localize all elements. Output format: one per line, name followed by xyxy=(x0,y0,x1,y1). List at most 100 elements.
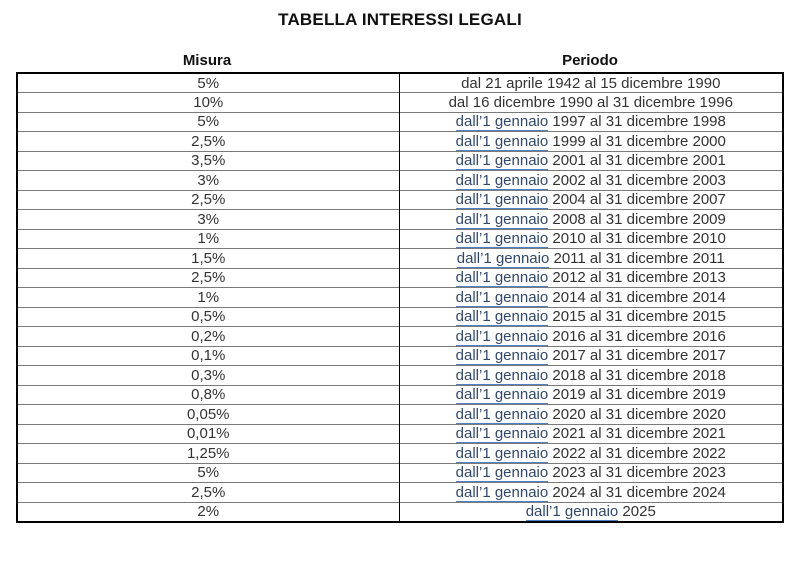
periodo-cell: dall’1 gennaio 2012 al 31 dicembre 2013 xyxy=(398,267,783,288)
periodo-link[interactable]: dall’1 gennaio xyxy=(455,191,549,210)
misura-cell: 3% xyxy=(17,170,399,190)
table-row: 5% dall’1 gennaio 2023 al 31 dicembre 20… xyxy=(17,462,783,483)
table-row: 0,3% dall’1 gennaio 2018 al 31 dicembre … xyxy=(17,365,783,385)
periodo-cell: dall’1 gennaio 2019 al 31 dicembre 2019 xyxy=(398,384,783,405)
misura-cell: 1% xyxy=(17,287,399,307)
periodo-text: 2022 al 31 dicembre 2022 xyxy=(548,444,726,462)
periodo-text: 2004 al 31 dicembre 2007 xyxy=(548,191,726,209)
periodo-link[interactable]: dall’1 gennaio xyxy=(455,405,549,424)
periodo-text: dal 21 aprile 1942 al 15 dicembre 1990 xyxy=(461,74,721,92)
periodo-text: 2021 al 31 dicembre 2021 xyxy=(548,425,726,443)
periodo-text: 1999 al 31 dicembre 2000 xyxy=(548,132,726,150)
misura-cell: 3,5% xyxy=(17,150,399,171)
periodo-link[interactable]: dall’1 gennaio xyxy=(455,464,549,483)
periodo-cell: dall’1 gennaio 2025 xyxy=(398,501,783,522)
table-row: 1% dall’1 gennaio 2010 al 31 dicembre 20… xyxy=(17,228,783,249)
periodo-link[interactable]: dall’1 gennaio xyxy=(455,171,549,190)
misura-cell: 0,3% xyxy=(17,365,399,385)
table-row: 2,5% dall’1 gennaio 1999 al 31 dicembre … xyxy=(17,131,783,151)
table-body: 5% dal 21 aprile 1942 al 15 dicembre 199… xyxy=(17,73,783,522)
table-row: 0,1% dall’1 gennaio 2017 al 31 dicembre … xyxy=(17,345,783,366)
table-row: 10% dal 16 dicembre 1990 al 31 dicembre … xyxy=(17,92,783,112)
periodo-link[interactable]: dall’1 gennaio xyxy=(455,230,549,249)
periodo-link[interactable]: dall’1 gennaio xyxy=(455,327,549,346)
misura-cell: 0,5% xyxy=(17,306,399,327)
table-row: 0,8% dall’1 gennaio 2019 al 31 dicembre … xyxy=(17,384,783,405)
periodo-text: 2016 al 31 dicembre 2016 xyxy=(548,327,726,345)
periodo-link[interactable]: dall’1 gennaio xyxy=(455,152,549,171)
column-header-misura: Misura xyxy=(182,52,232,69)
table-row: 3% dall’1 gennaio 2008 al 31 dicembre 20… xyxy=(17,209,783,229)
periodo-text: 2012 al 31 dicembre 2013 xyxy=(548,269,726,287)
periodo-link[interactable]: dall’1 gennaio xyxy=(455,366,549,385)
periodo-text: 2010 al 31 dicembre 2010 xyxy=(548,230,726,248)
table-row: 1,25% dall’1 gennaio 2022 al 31 dicembre… xyxy=(17,443,783,463)
table-row: 0,5% dall’1 gennaio 2015 al 31 dicembre … xyxy=(17,306,783,327)
misura-cell: 2,5% xyxy=(17,482,399,502)
periodo-text: 2023 al 31 dicembre 2023 xyxy=(548,464,726,482)
periodo-link[interactable]: dall’1 gennaio xyxy=(455,444,549,463)
periodo-cell: dall’1 gennaio 2001 al 31 dicembre 2001 xyxy=(398,150,783,171)
column-header-periodo: Periodo xyxy=(562,52,618,69)
misura-cell: 5% xyxy=(17,462,399,483)
periodo-text: 2018 al 31 dicembre 2018 xyxy=(548,366,726,384)
misura-cell: 0,1% xyxy=(17,345,399,366)
table-row: 2,5% dall’1 gennaio 2004 al 31 dicembre … xyxy=(17,189,783,210)
periodo-cell: dall’1 gennaio 2010 al 31 dicembre 2010 xyxy=(398,228,783,249)
misura-cell: 0,05% xyxy=(17,404,399,424)
table-row: 0,01% dall’1 gennaio 2021 al 31 dicembre… xyxy=(17,423,783,444)
table-row: 1% dall’1 gennaio 2014 al 31 dicembre 20… xyxy=(17,287,783,307)
legal-interest-rates-table: 5% dal 21 aprile 1942 al 15 dicembre 199… xyxy=(16,72,784,523)
table-row: 1,5% dall’1 gennaio 2011 al 31 dicembre … xyxy=(17,248,783,268)
periodo-link[interactable]: dall’1 gennaio xyxy=(455,347,549,366)
periodo-text: dal 16 dicembre 1990 al 31 dicembre 1996 xyxy=(448,93,733,111)
periodo-link[interactable]: dall’1 gennaio xyxy=(455,288,549,307)
misura-cell: 2,5% xyxy=(17,267,399,288)
periodo-cell: dall’1 gennaio 2014 al 31 dicembre 2014 xyxy=(398,287,783,307)
periodo-link[interactable]: dall’1 gennaio xyxy=(455,308,549,327)
misura-cell: 3% xyxy=(17,209,399,229)
periodo-cell: dall’1 gennaio 1999 al 31 dicembre 2000 xyxy=(398,131,783,151)
table-column-headers: Misura Periodo xyxy=(16,52,782,70)
periodo-text: 2008 al 31 dicembre 2009 xyxy=(548,210,726,228)
misura-cell: 2,5% xyxy=(17,131,399,151)
periodo-text: 2020 al 31 dicembre 2020 xyxy=(548,405,726,423)
periodo-link[interactable]: dall’1 gennaio xyxy=(455,483,549,502)
table-row: 5% dall’1 gennaio 1997 al 31 dicembre 19… xyxy=(17,111,783,132)
periodo-text: 2002 al 31 dicembre 2003 xyxy=(548,171,726,189)
periodo-text: 2017 al 31 dicembre 2017 xyxy=(548,347,726,365)
table-row: 3,5% dall’1 gennaio 2001 al 31 dicembre … xyxy=(17,150,783,171)
table-row: 2,5% dall’1 gennaio 2012 al 31 dicembre … xyxy=(17,267,783,288)
periodo-link[interactable]: dall’1 gennaio xyxy=(455,386,549,405)
periodo-link[interactable]: dall’1 gennaio xyxy=(455,269,549,288)
periodo-cell: dall’1 gennaio 2002 al 31 dicembre 2003 xyxy=(398,170,783,190)
misura-cell: 5% xyxy=(17,111,399,132)
periodo-link[interactable]: dall’1 gennaio xyxy=(456,249,550,268)
periodo-cell: dall’1 gennaio 2021 al 31 dicembre 2021 xyxy=(398,423,783,444)
periodo-text: 2014 al 31 dicembre 2014 xyxy=(548,288,726,306)
misura-cell: 0,2% xyxy=(17,326,399,346)
periodo-cell: dall’1 gennaio 2015 al 31 dicembre 2015 xyxy=(398,306,783,327)
page-title: TABELLA INTERESSI LEGALI xyxy=(278,10,522,29)
periodo-link[interactable]: dall’1 gennaio xyxy=(455,113,549,132)
periodo-text: 1997 al 31 dicembre 1998 xyxy=(548,113,726,131)
misura-cell: 2% xyxy=(17,501,399,522)
periodo-cell: dall’1 gennaio 2024 al 31 dicembre 2024 xyxy=(398,482,783,502)
periodo-cell: dall’1 gennaio 2004 al 31 dicembre 2007 xyxy=(398,189,783,210)
periodo-link[interactable]: dall’1 gennaio xyxy=(455,425,549,444)
misura-cell: 1,25% xyxy=(17,443,399,463)
misura-cell: 2,5% xyxy=(17,189,399,210)
periodo-text: 2025 xyxy=(618,503,656,520)
periodo-cell: dal 16 dicembre 1990 al 31 dicembre 1996 xyxy=(398,92,783,112)
misura-cell: 0,01% xyxy=(17,423,399,444)
periodo-cell: dall’1 gennaio 1997 al 31 dicembre 1998 xyxy=(398,111,783,132)
table-row: 2,5% dall’1 gennaio 2024 al 31 dicembre … xyxy=(17,482,783,502)
misura-cell: 1,5% xyxy=(17,248,399,268)
periodo-cell: dall’1 gennaio 2011 al 31 dicembre 2011 xyxy=(398,248,783,268)
periodo-cell: dall’1 gennaio 2018 al 31 dicembre 2018 xyxy=(398,365,783,385)
periodo-link[interactable]: dall’1 gennaio xyxy=(455,132,549,151)
misura-cell: 1% xyxy=(17,228,399,249)
table-row: 2% dall’1 gennaio 2025 xyxy=(17,501,783,522)
periodo-link[interactable]: dall’1 gennaio xyxy=(455,210,549,229)
periodo-link[interactable]: dall’1 gennaio xyxy=(525,503,619,521)
